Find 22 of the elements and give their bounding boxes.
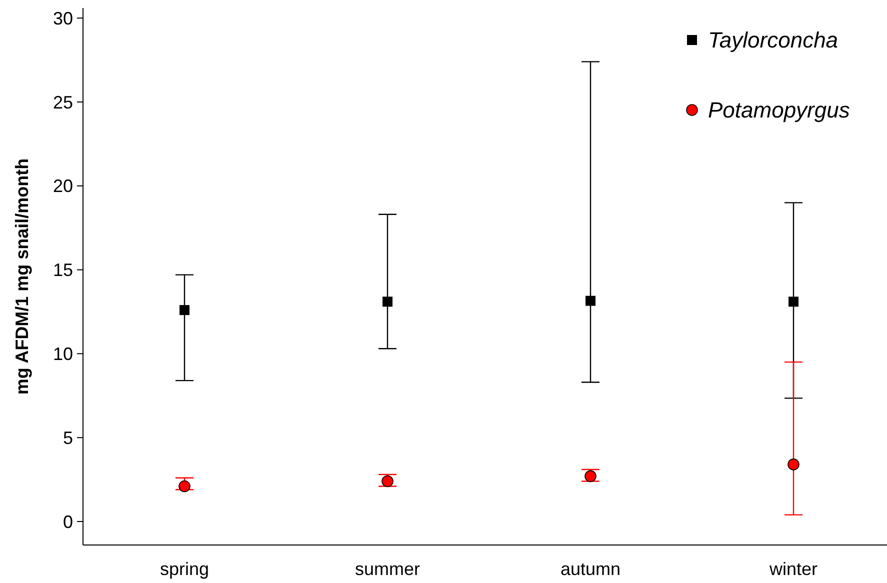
y-tick-label: 25 (52, 92, 73, 112)
x-tick-label: autumn (560, 559, 621, 579)
point (382, 475, 394, 488)
point (586, 296, 596, 306)
y-tick-label: 5 (62, 428, 73, 448)
point (178, 480, 190, 492)
legend-label: Potamopyrgus (708, 98, 850, 123)
x-tick-label: spring (160, 559, 210, 579)
y-tick-label: 20 (52, 176, 73, 196)
x-tick-label: summer (354, 559, 420, 579)
point (584, 470, 596, 482)
y-tick-label: 15 (52, 260, 73, 280)
point (180, 305, 190, 316)
y-tick-label: 0 (62, 512, 73, 532)
point (382, 296, 392, 307)
legend-label: Taylorconcha (708, 28, 838, 53)
point (788, 296, 798, 307)
point (788, 458, 800, 470)
x-tick-label: winter (768, 559, 818, 579)
y-tick-label: 10 (52, 344, 73, 364)
y-axis-title: mg AFDM/1 mg snail/month (12, 158, 32, 395)
y-tick-label: 30 (52, 8, 73, 28)
